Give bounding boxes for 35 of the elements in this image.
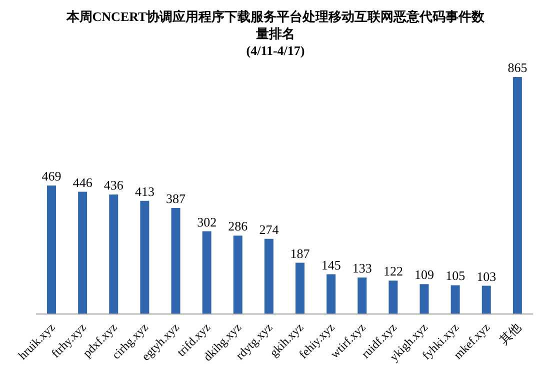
bar <box>264 238 274 314</box>
data-label: 274 <box>259 222 280 237</box>
data-label: 286 <box>228 218 248 234</box>
data-label: 446 <box>72 174 93 190</box>
chart-subtitle: (4/11-4/17) <box>245 42 306 59</box>
data-label: 133 <box>352 260 372 276</box>
data-label: 109 <box>414 267 434 282</box>
data-label: 187 <box>290 246 310 261</box>
data-label: 469 <box>42 168 62 184</box>
bar <box>450 285 460 314</box>
bar <box>202 231 212 314</box>
data-label: 145 <box>321 257 341 272</box>
bar <box>388 280 398 314</box>
bar <box>512 77 522 314</box>
bar <box>78 192 88 314</box>
data-label: 865 <box>508 60 528 75</box>
bar <box>482 286 491 314</box>
bar <box>296 262 304 314</box>
bar <box>420 284 429 314</box>
bar <box>140 200 150 314</box>
bar <box>233 236 242 314</box>
data-label: 302 <box>197 214 217 230</box>
data-label: 436 <box>104 178 124 193</box>
data-label: 413 <box>134 184 154 199</box>
data-label: 103 <box>476 268 496 284</box>
data-label: 105 <box>446 268 466 284</box>
x-tick-label: 其他 <box>496 320 524 348</box>
bar <box>109 194 118 314</box>
chart-title: 本周CNCERT协调应用程序下载服务平台处理移动互联网恶意代码事件数量排名 <box>66 8 486 42</box>
bar <box>326 274 336 314</box>
bar <box>171 208 180 314</box>
bar <box>358 278 367 314</box>
data-label: 122 <box>383 264 403 279</box>
bar <box>47 186 56 314</box>
data-label: 387 <box>166 190 186 206</box>
